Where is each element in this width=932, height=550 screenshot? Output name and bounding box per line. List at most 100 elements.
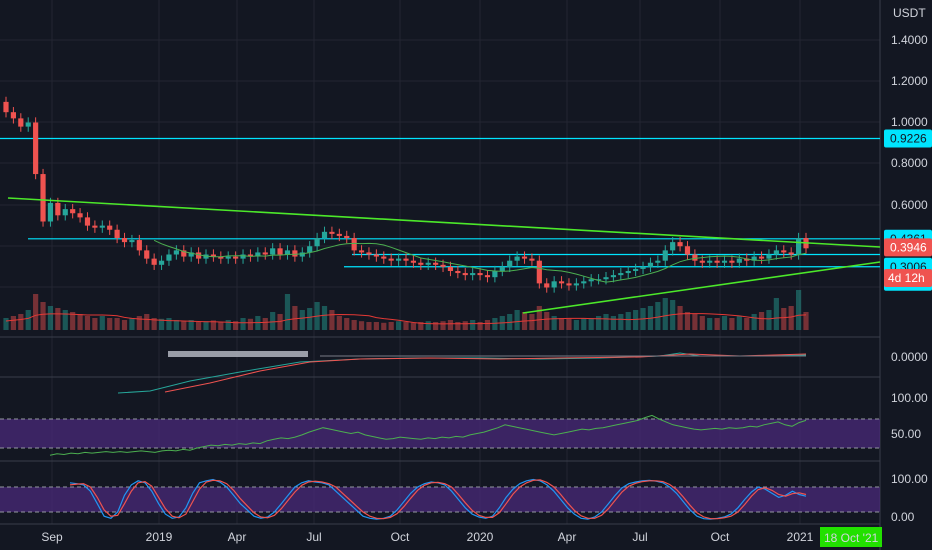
volume-bar: [10, 316, 16, 330]
volume-bar: [210, 320, 216, 330]
date-axis[interactable]: Sep 2019 Apr Jul Oct 2020 Apr Jul Oct 2021: [41, 530, 813, 544]
candle: [373, 249, 379, 262]
candle: [418, 257, 424, 270]
stoch-d-line: [69, 479, 807, 520]
stochastic-pane: [0, 478, 880, 520]
indicator-tick-label: 0.00: [891, 510, 915, 524]
candle: [618, 267, 624, 281]
candle: [788, 247, 794, 260]
candle: [270, 243, 276, 260]
date-tick-label: Jul: [632, 530, 647, 544]
candle: [514, 251, 520, 266]
macd-line: [117, 352, 807, 394]
volume-bar: [203, 321, 209, 330]
candle: [433, 257, 439, 270]
volume-bar: [618, 314, 624, 330]
candle: [596, 274, 602, 285]
volume-bar: [470, 320, 476, 330]
candle: [218, 251, 224, 264]
volume-bar: [721, 316, 728, 330]
date-tick-label: 2021: [787, 530, 814, 544]
candle: [18, 113, 24, 132]
candle: [366, 247, 372, 260]
candle: [558, 276, 565, 289]
candle: [225, 251, 231, 264]
volume-bar: [77, 314, 83, 330]
volume-bar: [536, 306, 542, 330]
volume-bar: [144, 314, 150, 330]
volume-bar: [544, 312, 550, 330]
volume-bar: [284, 294, 291, 330]
price-tick-label: 0.6000: [891, 198, 928, 212]
volume-bar: [344, 318, 350, 330]
candlestick-series: [3, 96, 809, 293]
candle: [240, 249, 246, 264]
moving-average-red: [5, 313, 807, 325]
date-badge-label: 18 Oct '21: [824, 531, 879, 545]
volume-bar: [270, 312, 276, 330]
volume-bar: [233, 321, 239, 330]
volume-bar: [477, 322, 483, 330]
volume-bar: [492, 318, 498, 330]
volume-bar: [455, 322, 461, 330]
volume-bar: [55, 308, 61, 330]
price-tick-label: 1.4000: [891, 33, 928, 47]
candle: [610, 269, 616, 283]
indicator-tick-label: 100.00: [891, 391, 928, 405]
descending-trendline[interactable]: [7, 197, 881, 248]
candle: [455, 265, 461, 279]
candle: [181, 245, 187, 262]
candle: [47, 197, 54, 227]
candle: [25, 117, 31, 132]
date-tick-label: Jul: [306, 530, 321, 544]
candle: [210, 249, 216, 262]
volume-bar: [729, 318, 735, 330]
volume-bar: [788, 306, 794, 330]
candle: [92, 220, 98, 233]
candle: [684, 241, 691, 260]
volume-bar: [677, 306, 683, 330]
candle: [507, 255, 513, 273]
candle: [381, 251, 387, 264]
volume-bar: [514, 310, 520, 330]
candle: [40, 168, 46, 227]
candle: [633, 263, 639, 277]
volume-bar: [662, 298, 668, 330]
panel-separators: [0, 0, 881, 550]
candle: [388, 253, 394, 266]
price-axis[interactable]: USDT 1.4000 1.2000 1.0000 0.8000 0.6000 0.92…: [884, 6, 932, 524]
indicator-tick-label: 50.00: [891, 427, 921, 441]
candle: [529, 253, 535, 266]
price-tag: 0.9226: [884, 129, 932, 148]
volume-bar: [603, 314, 609, 330]
candle: [744, 253, 750, 266]
candle: [84, 212, 91, 231]
volume-bar: [751, 314, 757, 330]
date-tick-label: Oct: [711, 530, 730, 544]
volume-bar: [366, 322, 372, 330]
volume-bar: [247, 318, 254, 330]
volume-bar: [262, 318, 268, 330]
volume-bar: [166, 318, 172, 330]
volume-bar: [433, 322, 439, 330]
volume-bar: [714, 318, 720, 330]
currency-label: USDT: [893, 6, 926, 20]
volume-bar: [551, 316, 557, 330]
candle: [499, 261, 505, 277]
candle: [588, 274, 594, 287]
candle: [544, 278, 550, 293]
volume-bar: [440, 321, 446, 330]
volume-bar: [396, 321, 402, 330]
volume-bar: [633, 310, 639, 330]
volume-bar: [766, 310, 772, 330]
candle: [462, 267, 468, 281]
candle: [173, 245, 179, 260]
candle: [188, 247, 194, 262]
volume-bar: [70, 312, 76, 330]
volume-bar: [62, 310, 68, 330]
date-tick-label: 2020: [467, 530, 494, 544]
volume-bar: [307, 308, 313, 330]
volume-bar: [625, 312, 631, 330]
ascending-trendline[interactable]: [522, 261, 881, 314]
